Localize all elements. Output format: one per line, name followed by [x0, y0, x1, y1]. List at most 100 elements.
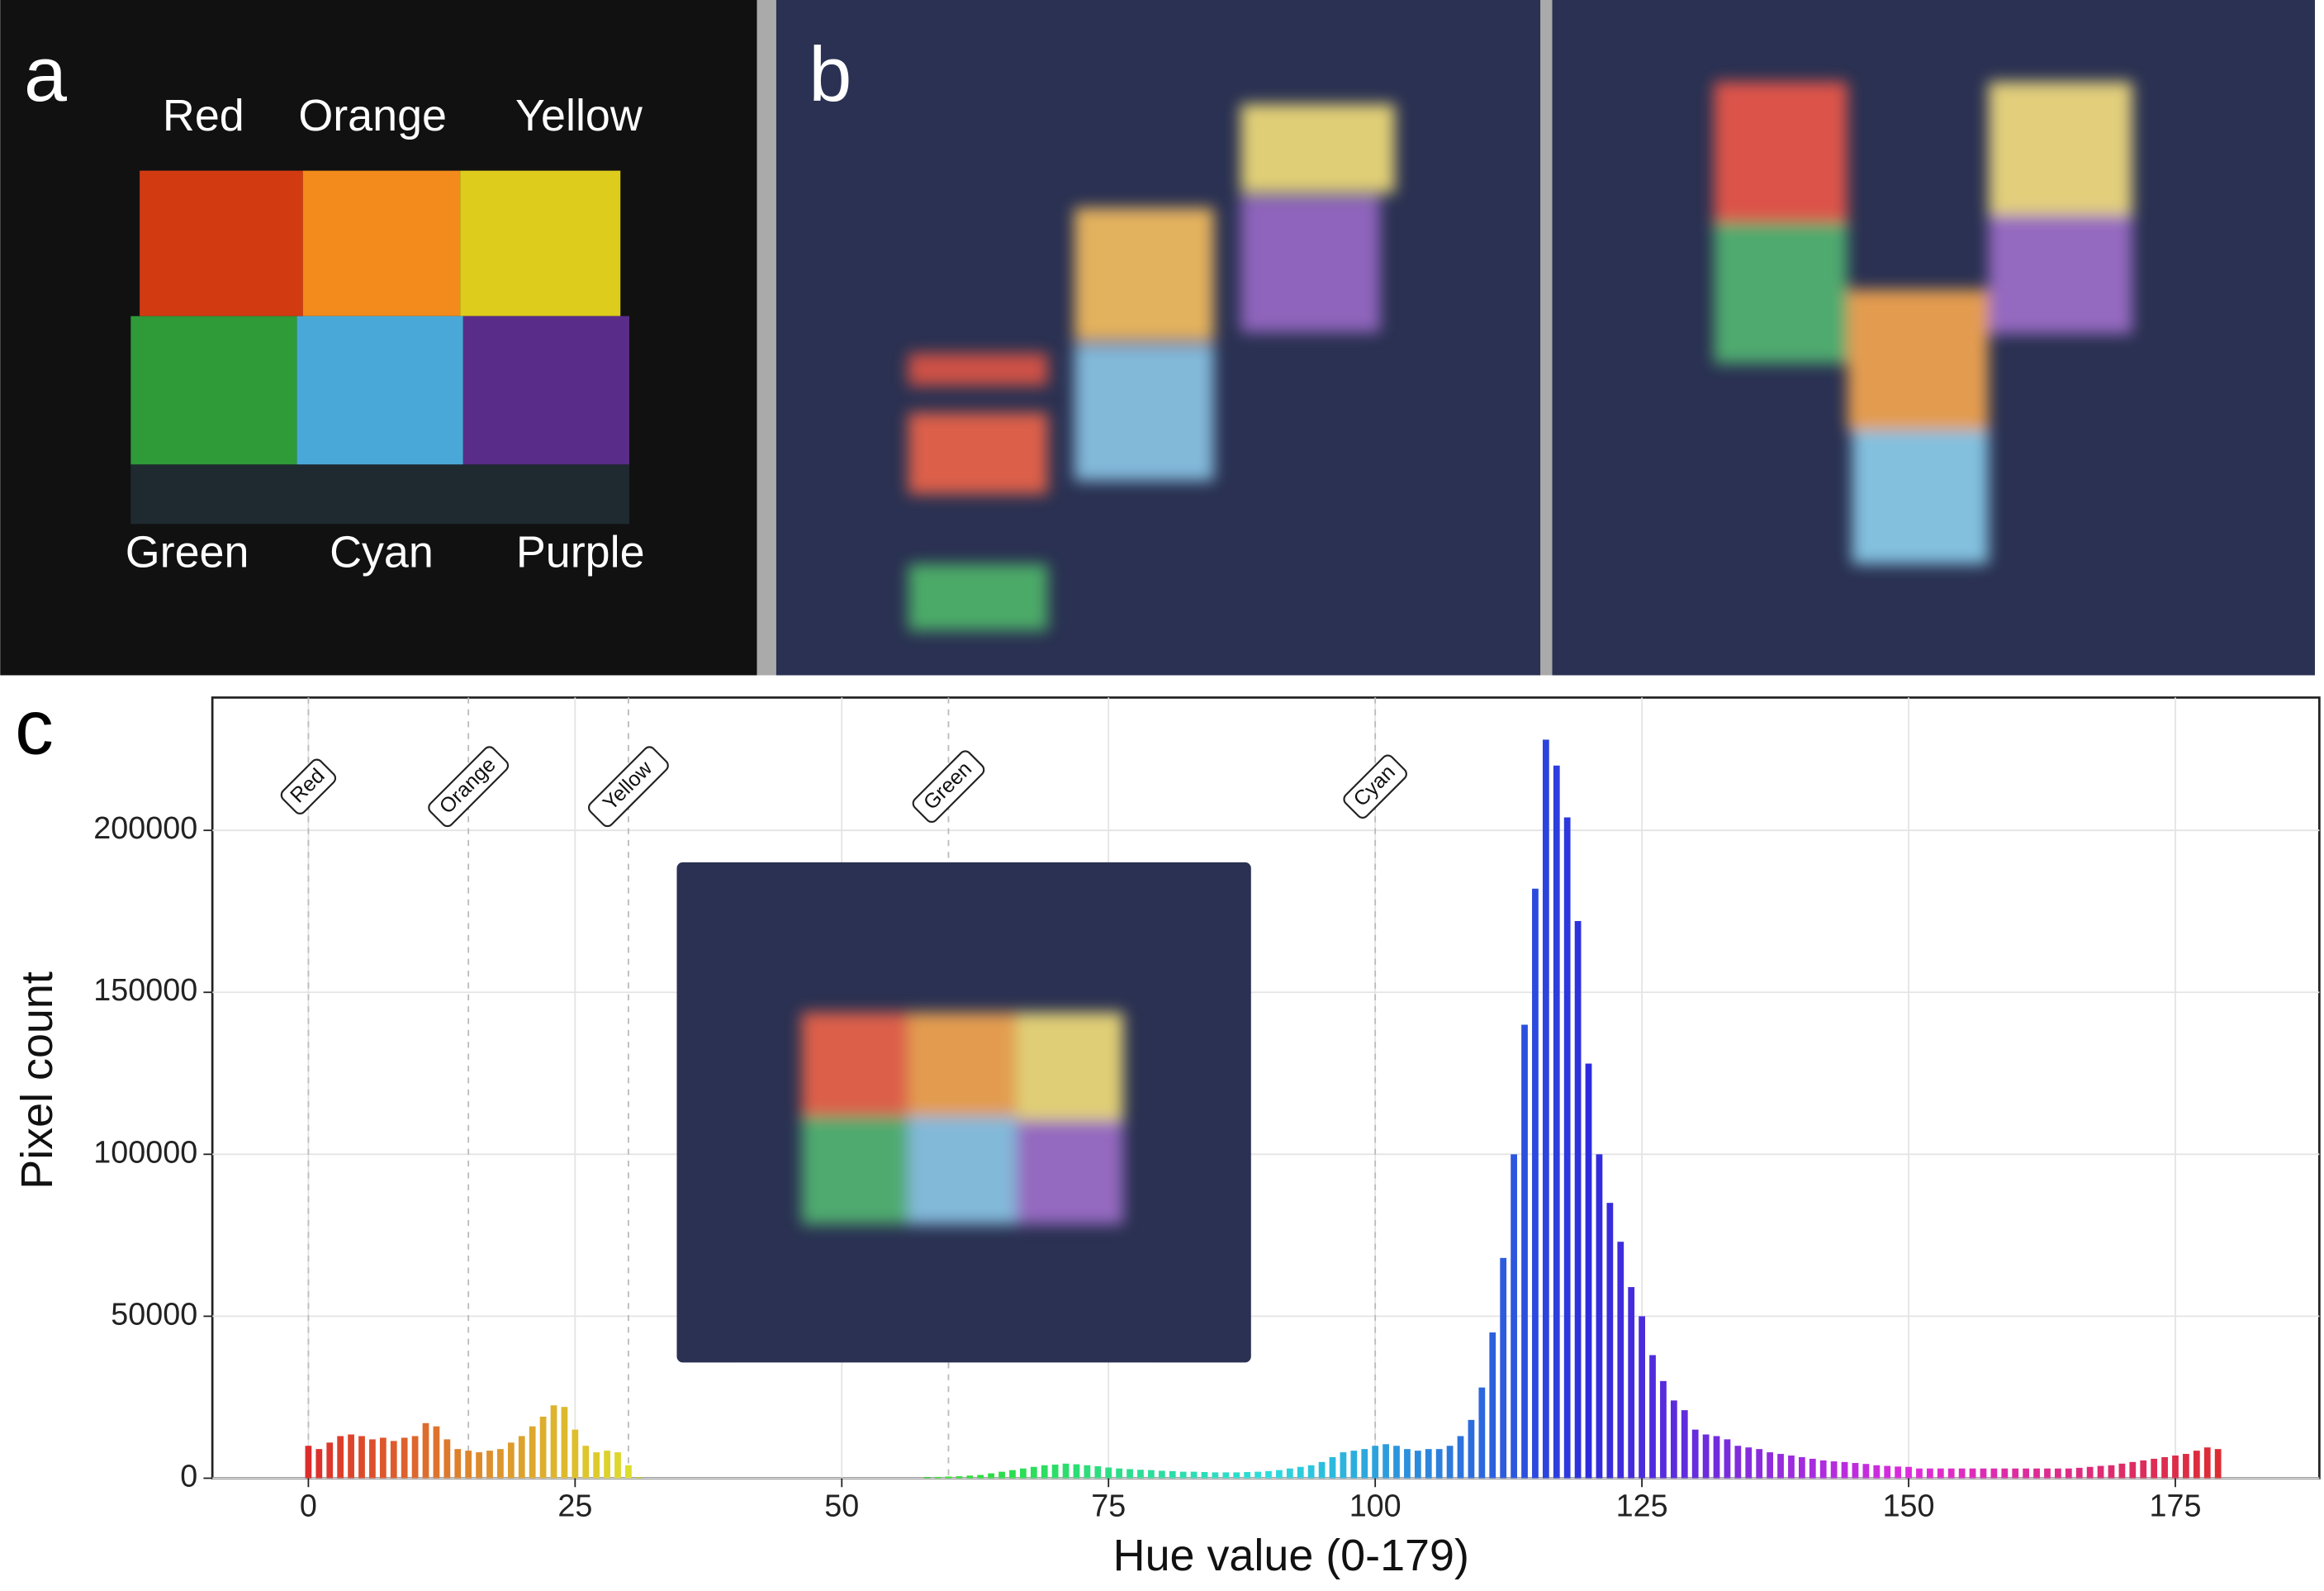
annotation-box: [280, 758, 337, 814]
bar: [411, 1436, 419, 1479]
bar: [1489, 1332, 1496, 1479]
panel-label: a: [24, 31, 67, 117]
x-tick-label: 150: [1883, 1488, 1935, 1522]
y-tick-label: 100000: [93, 1134, 197, 1169]
bar: [1585, 1063, 1592, 1479]
bar: [1372, 1446, 1379, 1479]
bar: [2097, 1465, 2104, 1479]
bar: [1574, 920, 1582, 1479]
bar: [1340, 1452, 1347, 1479]
bar: [1713, 1436, 1720, 1479]
bar: [1404, 1449, 1411, 1479]
bar: [486, 1451, 493, 1479]
bar: [1222, 1472, 1230, 1479]
bar: [1937, 1468, 1944, 1479]
x-tick-label: 100: [1349, 1488, 1402, 1522]
bar: [1724, 1439, 1731, 1479]
bar: [1307, 1465, 1315, 1479]
bar: [1169, 1470, 1176, 1479]
bar: [1542, 739, 1549, 1479]
bar: [1148, 1470, 1155, 1479]
bar: [1980, 1468, 1987, 1479]
bar: [1905, 1466, 1912, 1479]
bar: [1852, 1463, 1859, 1479]
bar: [2118, 1463, 2126, 1479]
bar: [2075, 1467, 2083, 1479]
x-tick-label: 0: [300, 1488, 317, 1522]
bar: [2055, 1468, 2061, 1479]
y-axis-label: Pixel count: [12, 971, 62, 1190]
bar: [1969, 1468, 1976, 1479]
separator: [1540, 0, 1553, 676]
bar: [998, 1471, 1005, 1479]
bar: [1009, 1470, 1016, 1479]
bar: [2193, 1451, 2200, 1479]
bar: [1947, 1468, 1955, 1479]
bar: [1276, 1470, 1283, 1479]
y-tick-label: 0: [180, 1458, 197, 1493]
x-tick-label: 125: [1616, 1488, 1668, 1522]
bar: [315, 1449, 323, 1479]
bar: [2001, 1468, 2009, 1479]
bar: [390, 1441, 397, 1479]
separator: [756, 0, 776, 676]
bar: [1862, 1464, 1870, 1479]
x-tick-label: 175: [2150, 1488, 2202, 1522]
bar: [2129, 1461, 2137, 1479]
bar: [1809, 1458, 1816, 1479]
color-label: Yellow: [515, 91, 643, 140]
bar: [1553, 765, 1560, 1479]
bar: [1563, 817, 1571, 1479]
bar: [923, 1477, 931, 1479]
panel-a-photo: [0, 0, 757, 676]
bar: [497, 1449, 504, 1479]
bar: [1927, 1468, 1933, 1479]
inset-photo: [676, 862, 1251, 1363]
y-tick-label: 50000: [111, 1296, 197, 1331]
bar: [1286, 1468, 1293, 1479]
bar: [1873, 1465, 1881, 1479]
bar: [1670, 1400, 1677, 1479]
bar: [465, 1451, 472, 1479]
bar: [369, 1439, 376, 1479]
bar: [1478, 1387, 1486, 1479]
bar: [966, 1475, 974, 1479]
bar: [934, 1476, 941, 1479]
bar: [1521, 1024, 1528, 1479]
bar: [1468, 1419, 1475, 1479]
bar: [1628, 1287, 1635, 1479]
bar: [1830, 1461, 1838, 1479]
bar: [1137, 1470, 1144, 1479]
bar: [1361, 1449, 1368, 1479]
bar: [1393, 1446, 1400, 1479]
bar: [1457, 1436, 1464, 1479]
panel-b-photo-right: [1552, 0, 2315, 676]
bar: [454, 1449, 462, 1479]
bar: [561, 1407, 568, 1479]
bar: [1179, 1471, 1187, 1479]
bar: [1233, 1472, 1240, 1479]
color-label: Orange: [298, 91, 447, 140]
bar: [379, 1437, 387, 1479]
bar: [1916, 1468, 1923, 1479]
bar: [1212, 1472, 1219, 1479]
bar: [2161, 1456, 2168, 1479]
bar: [956, 1476, 963, 1479]
bar: [1350, 1451, 1358, 1479]
bar: [614, 1452, 621, 1479]
panel-label: c: [15, 684, 54, 771]
bar: [2033, 1468, 2040, 1479]
y-tick-label: 150000: [93, 972, 197, 1007]
x-tick-label: 25: [557, 1488, 592, 1522]
bar: [1500, 1257, 1507, 1479]
panel-b-photo-left: [775, 0, 1541, 676]
bar: [2203, 1447, 2211, 1479]
bar: [2172, 1456, 2179, 1479]
bar: [1702, 1434, 1710, 1479]
bar: [2151, 1458, 2158, 1479]
bar: [1617, 1242, 1624, 1479]
bar: [1841, 1461, 1848, 1479]
bar: [1094, 1465, 1102, 1479]
